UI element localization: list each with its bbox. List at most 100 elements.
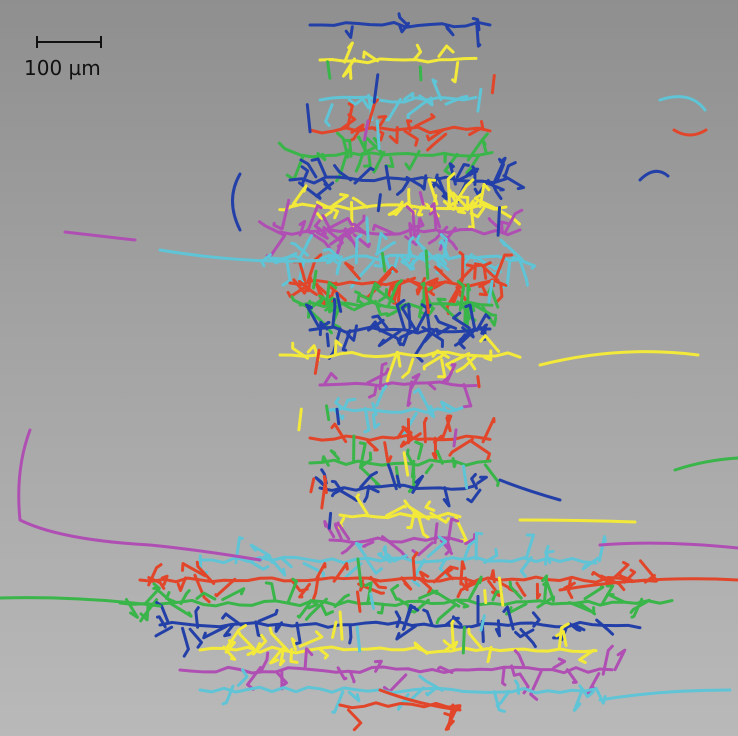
- neuron-trace: [451, 457, 458, 469]
- neuron-trace: [221, 612, 243, 627]
- neuron-trace: [222, 645, 237, 661]
- neuron-trace: [354, 541, 367, 558]
- neuron-trace: [416, 511, 430, 539]
- neuron-trace: [441, 414, 453, 440]
- neuron-trace: [300, 165, 310, 185]
- neuron-trace: [297, 407, 303, 432]
- neuron-trace: [372, 223, 397, 236]
- neuron-trace: [158, 248, 332, 263]
- neuron-trace: [436, 254, 448, 266]
- neuron-trace: [403, 91, 415, 101]
- neuron-trace: [411, 474, 424, 494]
- neuron-trace: [461, 576, 469, 592]
- neuron-trace: [452, 311, 471, 330]
- neuron-trace: [438, 226, 457, 251]
- neuron-trace: [470, 473, 478, 490]
- neuron-trace: [542, 580, 555, 602]
- neuron-trace: [152, 586, 175, 605]
- neuron-trace: [322, 247, 341, 260]
- neuron-trace: [416, 201, 426, 217]
- neuron-trace: [348, 127, 362, 143]
- neuron-trace: [298, 630, 324, 648]
- neuron-trace: [223, 623, 235, 638]
- neuron-trace: [275, 671, 288, 688]
- neuron-trace: [495, 689, 511, 708]
- neuron-trace: [433, 265, 453, 284]
- neuron-trace: [278, 350, 522, 359]
- neuron-trace: [395, 624, 417, 641]
- neuron-trace: [484, 203, 496, 211]
- neuron-trace: [188, 627, 203, 649]
- neuron-trace: [336, 666, 348, 681]
- neuron-trace: [374, 299, 389, 317]
- neuron-trace: [418, 191, 425, 206]
- neuron-trace: [591, 570, 609, 583]
- neuron-trace: [424, 286, 430, 314]
- neuron-trace: [305, 303, 320, 328]
- neuron-trace: [338, 701, 462, 710]
- neuron-trace: [272, 221, 284, 231]
- neuron-trace: [400, 250, 414, 263]
- neuron-trace: [492, 690, 506, 713]
- neuron-trace: [335, 292, 343, 313]
- neuron-trace: [373, 659, 383, 673]
- neuron-trace: [406, 119, 413, 133]
- neuron-trace: [399, 432, 422, 448]
- neuron-trace: [0, 596, 162, 608]
- neuron-trace: [363, 154, 372, 168]
- neuron-trace: [334, 397, 344, 410]
- neuron-trace: [408, 222, 416, 238]
- neuron-trace: [383, 441, 393, 465]
- neuron-trace: [414, 440, 424, 460]
- neuron-trace: [410, 459, 416, 479]
- neuron-trace: [385, 504, 407, 518]
- neuron-trace: [483, 548, 499, 564]
- neuron-trace: [388, 126, 399, 145]
- neuron-trace: [246, 665, 263, 691]
- neuron-trace: [581, 556, 600, 571]
- neuron-trace: [407, 188, 411, 206]
- neuron-trace: [394, 200, 404, 217]
- neuron-trace: [362, 50, 380, 63]
- neuron-trace: [375, 231, 388, 256]
- neuron-trace: [366, 367, 390, 385]
- neuron-trace: [544, 549, 555, 566]
- neuron-trace: [415, 234, 436, 261]
- neuron-trace: [351, 196, 369, 209]
- neuron-trace: [221, 684, 235, 706]
- neuron-trace: [514, 628, 535, 639]
- neuron-trace: [313, 219, 327, 235]
- neuron-trace: [311, 296, 325, 308]
- neuron-trace: [436, 176, 449, 201]
- neuron-trace: [17, 428, 262, 562]
- neuron-trace: [378, 362, 388, 391]
- neuron-trace: [418, 94, 434, 107]
- neuron-trace: [425, 687, 437, 697]
- neuron-trace: [502, 174, 526, 191]
- neuron-trace: [138, 575, 658, 584]
- scale-bar-line: [36, 36, 102, 48]
- neuron-trace: [304, 597, 328, 621]
- neuron-trace: [568, 601, 597, 616]
- neuron-trace: [497, 576, 505, 607]
- neuron-trace: [427, 280, 447, 290]
- neuron-trace: [448, 162, 457, 186]
- neuron-trace: [445, 25, 455, 37]
- neuron-trace: [355, 625, 362, 653]
- neuron-trace: [395, 474, 402, 489]
- neuron-trace: [289, 647, 299, 664]
- neuron-trace: [578, 648, 596, 664]
- neuron-trace: [406, 98, 430, 120]
- neuron-trace: [443, 640, 459, 652]
- neuron-trace: [500, 220, 510, 234]
- neuron-trace: [176, 576, 187, 592]
- neuron-trace: [318, 320, 329, 337]
- neuron-trace: [382, 673, 408, 693]
- neuron-trace: [450, 619, 455, 647]
- neuron-trace: [475, 313, 491, 332]
- neuron-trace: [366, 440, 379, 452]
- neuron-trace: [179, 589, 191, 606]
- neuron-trace: [396, 180, 410, 196]
